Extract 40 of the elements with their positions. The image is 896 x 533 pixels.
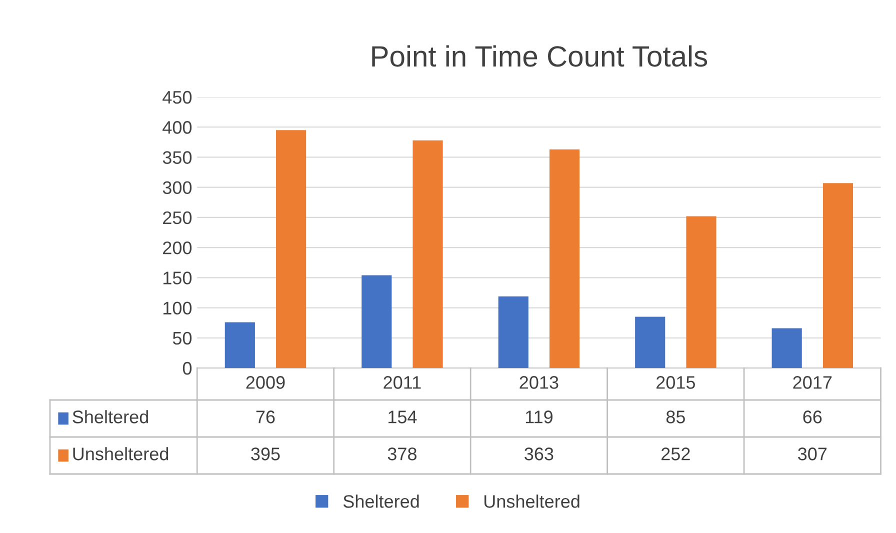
bar bbox=[822, 183, 854, 368]
y-tick-label: 200 bbox=[163, 241, 192, 254]
legend-label: Sheltered bbox=[72, 410, 148, 424]
y-tick-label: 300 bbox=[162, 181, 192, 194]
bar bbox=[498, 296, 528, 368]
y-tick-label: 0 bbox=[182, 362, 192, 375]
x-tick-label: 2009 bbox=[246, 376, 285, 389]
bar bbox=[362, 275, 392, 368]
data-label: 363 bbox=[524, 448, 554, 460]
text: Sheltered bbox=[343, 494, 419, 508]
bar bbox=[635, 316, 666, 368]
data-label: 76 bbox=[256, 410, 275, 424]
data-label: 307 bbox=[798, 448, 827, 460]
y-tick-label: 150 bbox=[164, 272, 192, 284]
data-label: 395 bbox=[251, 448, 280, 460]
bar bbox=[224, 322, 255, 368]
text: Unsheltered bbox=[73, 447, 168, 460]
data-label: 66 bbox=[803, 410, 822, 424]
bar bbox=[686, 216, 716, 368]
bar bbox=[549, 149, 580, 368]
x-tick-label: 2015 bbox=[656, 376, 695, 389]
y-tick-label: 250 bbox=[163, 211, 192, 224]
x-tick-label: 2013 bbox=[520, 376, 558, 389]
bar bbox=[412, 140, 443, 368]
y-tick-label: 50 bbox=[172, 332, 192, 345]
legend-label: Unsheltered bbox=[484, 494, 580, 508]
bar bbox=[772, 328, 802, 368]
x-tick-label: 2017 bbox=[793, 376, 832, 389]
x-tick-label: 2011 bbox=[384, 376, 421, 389]
data-label: 252 bbox=[662, 448, 690, 460]
y-tick-label: 450 bbox=[162, 90, 192, 104]
chart-title: Point in Time Count Totals bbox=[372, 45, 708, 67]
data-label: 154 bbox=[388, 410, 417, 424]
bar bbox=[276, 130, 306, 368]
y-tick-label: 350 bbox=[162, 151, 192, 164]
data-label: 85 bbox=[666, 410, 685, 424]
data-label: 119 bbox=[526, 410, 552, 424]
y-tick-label: 400 bbox=[162, 121, 192, 134]
data-label: 378 bbox=[388, 448, 416, 460]
y-tick-label: 100 bbox=[164, 302, 192, 314]
